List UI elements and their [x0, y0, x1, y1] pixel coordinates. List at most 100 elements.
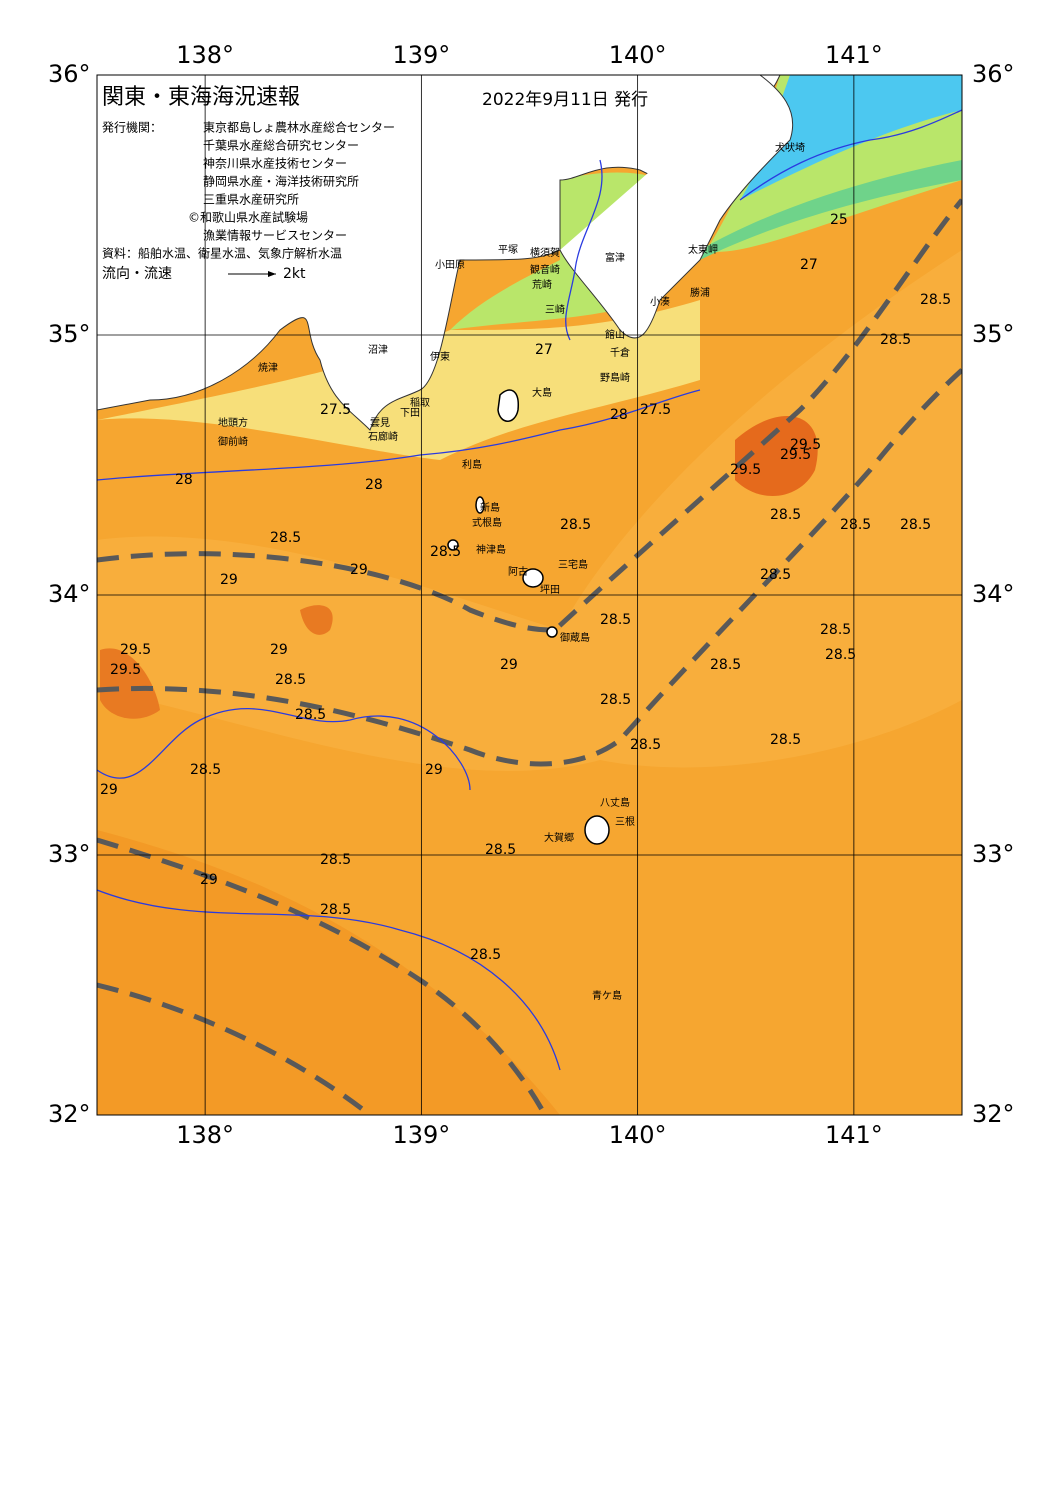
- contour-label: 28.5: [270, 530, 301, 546]
- contour-label: 29.5: [780, 447, 811, 463]
- contour-label: 29: [220, 572, 238, 588]
- contour-label: 28.5: [600, 612, 631, 628]
- place-name: 雲見: [370, 417, 390, 429]
- issuer: ©和歌山県水産試験場: [188, 210, 308, 225]
- contour-label: 29.5: [110, 662, 141, 678]
- place-name: 青ケ島: [592, 989, 622, 1002]
- flow-label: 流向・流速: [102, 266, 172, 282]
- lat-label: 32°: [972, 1100, 1015, 1128]
- contour-label: 25: [830, 212, 848, 228]
- land: [97, 75, 781, 431]
- issue-date: 2022年9月11日 発行: [482, 90, 648, 110]
- contour-label: 28.5: [320, 852, 351, 868]
- cold-water: [740, 75, 962, 200]
- contour-label: 28.5: [560, 517, 591, 533]
- contour-label: 28.5: [770, 732, 801, 748]
- lon-label: 138°: [176, 41, 234, 69]
- lat-label: 33°: [972, 840, 1015, 868]
- place-name: 荒崎: [532, 278, 552, 291]
- contour-label: 29.5: [790, 437, 821, 453]
- contour-label: 29.5: [120, 642, 151, 658]
- issuer: 漁業情報サービスセンター: [203, 229, 347, 243]
- lon-label: 141°: [825, 1121, 883, 1149]
- contour-label: 29.5: [730, 462, 761, 478]
- lat-label: 35°: [972, 320, 1015, 348]
- place-name: 勝浦: [690, 286, 710, 299]
- lat-label: 32°: [48, 1100, 91, 1128]
- place-name: 御蔵島: [560, 631, 590, 644]
- lat-label: 36°: [972, 60, 1015, 88]
- contour-label: 28: [610, 407, 628, 423]
- current-axes: [97, 198, 962, 1115]
- place-name: 神津島: [476, 543, 506, 556]
- place-name: 伊東: [430, 350, 450, 363]
- contour-label: 29: [100, 782, 118, 798]
- place-name: 小田原: [435, 259, 465, 271]
- lon-label: 138°: [176, 1121, 234, 1149]
- place-name: 小湊: [650, 295, 670, 308]
- contour-label: 27: [800, 257, 818, 273]
- place-name: 稲取: [410, 397, 430, 409]
- land: [559, 75, 794, 339]
- contour-label: 29: [270, 642, 288, 658]
- warm-core: [100, 648, 160, 719]
- contour-label: 27.5: [320, 402, 351, 418]
- contour-label: 29: [200, 872, 218, 888]
- warm-core: [735, 416, 818, 497]
- place-name: 沼津: [368, 343, 388, 356]
- contour-label: 28.5: [190, 762, 221, 778]
- place-name: 太東岬: [688, 243, 718, 256]
- contour-label: 28.5: [820, 622, 851, 638]
- contour-label: 28.5: [920, 292, 951, 308]
- issuer-label: 発行機関：: [102, 120, 162, 135]
- lat-label: 35°: [48, 320, 91, 348]
- contour-label: 28.5: [880, 332, 911, 348]
- flow-arrow-head: [268, 271, 276, 277]
- place-name: 地頭方: [218, 416, 248, 429]
- place-name: 新島: [480, 501, 500, 514]
- contour-label: 28.5: [825, 647, 856, 663]
- lat-label: 34°: [972, 580, 1015, 608]
- lat-label: 36°: [48, 60, 91, 88]
- contour-label: 29: [425, 762, 443, 778]
- place-name: 大島: [532, 386, 552, 399]
- place-name: 三宅島: [558, 558, 588, 571]
- place-name: 焼津: [258, 362, 278, 374]
- contour-label: 28.5: [470, 947, 501, 963]
- place-name: 犬吠埼: [775, 141, 805, 154]
- contour-label: 28.5: [320, 902, 351, 918]
- lon-label: 139°: [392, 1121, 450, 1149]
- contour-label: 28.5: [900, 517, 931, 533]
- islands: [447, 389, 610, 845]
- contour-label: 28.5: [840, 517, 871, 533]
- contour-label: 28.5: [485, 842, 516, 858]
- contour-label: 28.5: [630, 737, 661, 753]
- place-name: 野島崎: [600, 371, 630, 384]
- lon-label: 139°: [392, 41, 450, 69]
- warm-band: [97, 830, 560, 1115]
- issuer: 神奈川県水産技術センター: [203, 156, 347, 171]
- lat-label: 33°: [48, 840, 91, 868]
- lon-label: 141°: [825, 41, 883, 69]
- place-name: 式根島: [472, 516, 502, 529]
- cool-band: [700, 160, 962, 260]
- contour-label: 29: [350, 562, 368, 578]
- lon-label: 140°: [609, 41, 667, 69]
- contour-label: 28.5: [600, 692, 631, 708]
- contour-label: 28.5: [275, 672, 306, 688]
- place-name: 三根: [615, 815, 635, 828]
- issuer: 東京都島しょ農林水産総合センター: [203, 120, 395, 135]
- contour-label: 27.5: [640, 402, 671, 418]
- flow-speed: 2kt: [283, 266, 306, 282]
- place-name: 御前崎: [218, 435, 248, 448]
- title: 関東・東海海況速報: [102, 85, 300, 110]
- contour-label: 28.5: [295, 707, 326, 723]
- contour-label: 28.5: [430, 544, 461, 560]
- contour-label: 28: [175, 472, 193, 488]
- warm-band: [97, 250, 962, 771]
- place-name: 利島: [462, 458, 482, 471]
- place-name: 富津: [605, 251, 625, 264]
- place-name: 横須賀: [530, 246, 560, 259]
- issuer: 静岡県水産・海洋技術研究所: [203, 174, 359, 189]
